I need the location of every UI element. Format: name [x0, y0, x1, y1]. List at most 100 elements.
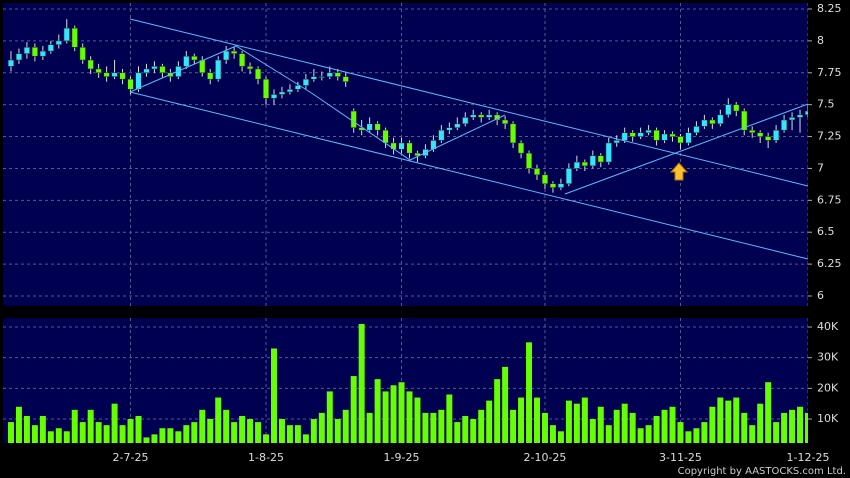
- candle-body: [765, 136, 772, 141]
- candle-body: [7, 59, 15, 67]
- y-tick-label: 8: [817, 34, 824, 47]
- candle-body: [510, 123, 517, 144]
- trend-line: [129, 18, 809, 187]
- candle-body: [231, 50, 238, 54]
- volume-bar: [661, 409, 668, 443]
- y-tick-label: 7.25: [817, 130, 842, 143]
- candle-body: [414, 152, 421, 156]
- candle-body: [725, 104, 732, 116]
- volume-bar: [271, 348, 277, 443]
- volume-bar: [765, 382, 772, 443]
- volume-plot: [3, 318, 808, 443]
- candle-body: [374, 123, 381, 131]
- volume-bar: [709, 406, 716, 443]
- candle-body: [310, 76, 317, 80]
- volume-bar: [23, 415, 30, 443]
- candle-body: [645, 129, 652, 133]
- candle-body: [39, 50, 46, 57]
- volume-bar: [326, 391, 333, 443]
- volume-bar: [342, 409, 349, 443]
- candle-body: [111, 72, 118, 77]
- price-panel: [3, 3, 808, 306]
- volume-bar: [518, 397, 525, 443]
- volume-bar: [526, 342, 533, 443]
- candle-body: [215, 59, 222, 80]
- candle-body: [127, 78, 134, 90]
- candle-body: [685, 132, 692, 144]
- volume-bar: [693, 428, 700, 443]
- volume-bar: [103, 425, 110, 443]
- volume-bar: [725, 400, 732, 443]
- volume-bar: [573, 403, 580, 443]
- candle-body: [677, 136, 684, 144]
- candle-body: [103, 72, 110, 77]
- candle-body: [717, 114, 724, 125]
- x-tick-label: 1-8-25: [248, 451, 284, 464]
- candle-body: [342, 76, 349, 82]
- candle-body: [773, 129, 780, 141]
- volume-bar: [541, 412, 548, 443]
- volume-bar: [749, 425, 756, 443]
- candle-body: [143, 68, 150, 74]
- candle-body: [262, 78, 270, 99]
- y-tick-label: 20K: [817, 381, 839, 394]
- candle-body: [709, 119, 716, 125]
- candle-body: [302, 78, 309, 86]
- volume-bar: [199, 409, 206, 443]
- candle-body: [526, 152, 533, 169]
- candle-body: [438, 129, 445, 141]
- candle-body: [573, 161, 580, 169]
- volume-bar: [159, 428, 166, 443]
- candle-body: [621, 132, 628, 141]
- volume-panel: [3, 318, 808, 443]
- candle-body: [518, 142, 525, 154]
- candle-body: [326, 72, 333, 77]
- candle-body: [207, 72, 214, 80]
- volume-bar: [175, 431, 182, 443]
- volume-bar: [470, 419, 477, 443]
- candle-body: [159, 66, 166, 74]
- candle-body: [95, 68, 102, 74]
- candle-body: [47, 44, 54, 52]
- y-tick-label: 8.25: [817, 2, 842, 15]
- volume-bar: [430, 412, 437, 443]
- trend-lines: [129, 18, 809, 260]
- volume-bar: [358, 323, 365, 443]
- candle-body: [31, 47, 38, 57]
- volume-bar: [183, 425, 190, 443]
- volume-bar: [605, 425, 612, 443]
- volume-bar: [310, 419, 317, 443]
- volume-bar: [645, 425, 652, 443]
- volume-bar: [119, 425, 126, 443]
- y-tick-label: 7.5: [817, 98, 835, 111]
- y-tick-label: 6: [817, 289, 824, 302]
- y-tick-label: 6.75: [817, 193, 842, 206]
- volume-bar: [79, 422, 86, 443]
- y-tick-label: 7: [817, 161, 824, 174]
- volume-bar: [406, 391, 413, 443]
- volume-bar: [215, 397, 222, 443]
- volume-bar: [733, 397, 740, 443]
- candle-body: [749, 129, 756, 133]
- volume-bar: [71, 409, 78, 443]
- candle-body: [79, 47, 86, 61]
- volume-bar: [438, 409, 445, 443]
- volume-bar: [565, 400, 572, 443]
- volume-bar: [95, 422, 102, 443]
- volume-bar: [422, 412, 429, 443]
- volume-bar: [414, 397, 421, 443]
- candle-body: [247, 66, 254, 70]
- volume-bar: [47, 431, 54, 443]
- volume-bar: [621, 403, 628, 443]
- candle-body: [350, 110, 357, 128]
- candle-body: [151, 66, 158, 70]
- volume-bar: [366, 412, 373, 443]
- candle-body: [605, 142, 612, 163]
- volume-bar: [534, 397, 540, 443]
- candle-body: [15, 53, 22, 61]
- candle-body: [486, 114, 493, 118]
- volume-bar: [127, 419, 134, 443]
- candle-body: [741, 110, 748, 131]
- volume-bar: [398, 382, 405, 443]
